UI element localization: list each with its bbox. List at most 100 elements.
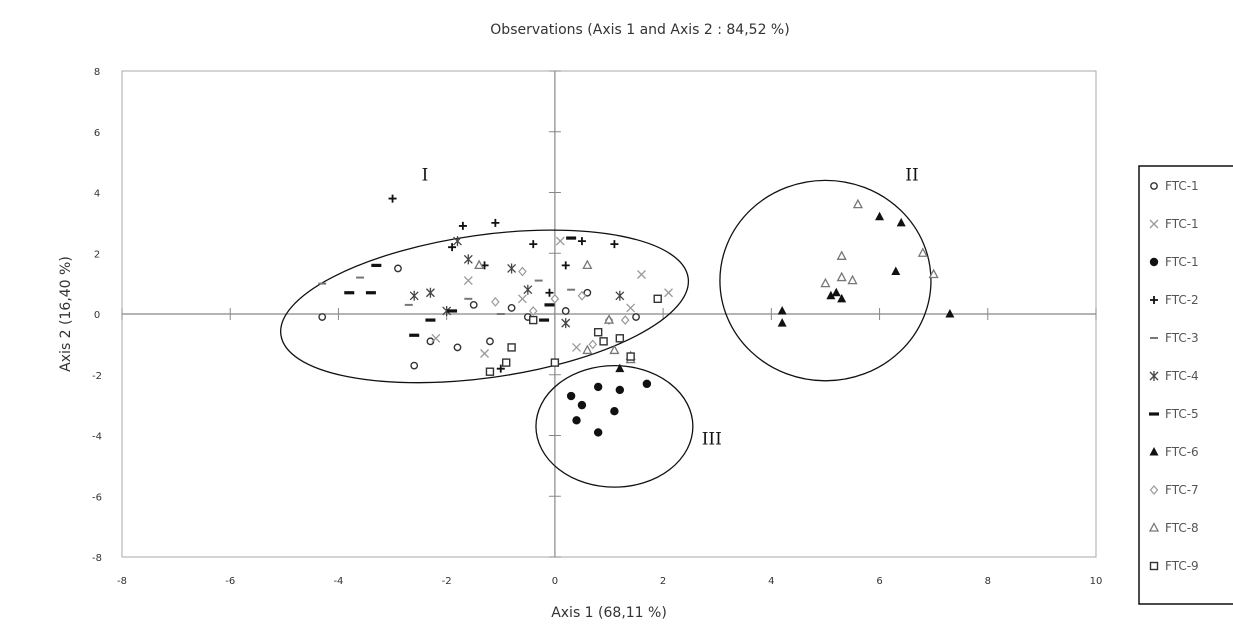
data-point-dot [572,416,581,425]
legend-marker-cross [1149,219,1159,229]
y-tick-label: -4 [92,432,102,443]
legend-entry-label: FTC-1 [1165,255,1199,269]
data-point-diamond-open [491,296,500,307]
y-tick-label: 8 [94,67,100,78]
data-point-circle-open [394,264,402,273]
data-point-diamond-open [528,306,538,316]
data-point-star [409,290,419,301]
legend-entry-label: FTC-2 [1165,293,1199,307]
data-point-cross [637,270,646,279]
data-point-circle-open [507,304,516,312]
data-point-triangle-open [847,274,858,285]
data-point-triangle-filled [945,309,955,318]
legend-marker-diamond-open [1149,485,1159,495]
legend-marker-circle-open [1150,182,1158,190]
y-tick-label: 0 [94,310,100,321]
legend-marker-dot [1149,257,1159,267]
legend-entry-label: FTC-1 [1165,217,1199,231]
x-tick-label: -8 [117,576,127,587]
data-point-dot [642,379,652,389]
data-point-triangle-open [917,247,928,257]
data-point-dot [615,385,625,395]
y-tick-label: -8 [92,553,102,564]
data-point-triangle-open [836,271,847,282]
data-points [318,194,955,437]
data-point-dot [593,428,603,437]
data-point-triangle-filled [896,217,906,227]
data-point-triangle-filled [615,363,625,373]
data-point-plus [448,243,457,252]
data-point-bar [409,333,420,337]
data-point-plus [388,194,397,203]
legend-marker-triangle-open [1148,522,1160,532]
legend-marker-bar [1149,412,1159,416]
data-point-circle-open [486,337,494,346]
legend-entry-label: FTC-9 [1165,559,1199,573]
data-point-bar [447,309,458,313]
data-point-triangle-open [852,198,863,209]
data-point-star [523,284,533,295]
axes-layer [121,70,1097,558]
data-point-circle-open [632,313,640,321]
data-point-star [561,318,571,329]
y-tick-label: 4 [94,189,100,200]
data-point-circle-open [561,307,570,315]
data-point-triangle-filled [891,266,901,275]
data-point-triangle-filled [777,318,787,327]
x-tick-label: 10 [1090,576,1103,587]
legend-marker-plus [1150,296,1158,304]
data-point-plus [610,240,619,249]
data-point-triangle-open [582,259,593,270]
data-point-bar [544,303,555,307]
data-point-triangle-open [928,268,939,279]
data-point-star [442,305,452,316]
cluster-ellipse [280,229,690,384]
data-point-circle-open [469,300,478,309]
data-point-plus [458,221,467,230]
data-point-triangle-open [836,250,847,260]
data-point-bar [539,318,550,322]
data-point-dot [593,382,603,392]
legend-marker-square-open [1149,561,1159,571]
data-point-bar [566,236,577,240]
legend-marker-triangle-filled [1149,447,1159,456]
x-tick-label: -2 [442,576,452,587]
data-point-triangle-filled [837,293,847,303]
data-point-plus [545,288,554,297]
legend-entry-label: FTC-6 [1165,445,1199,459]
data-point-square-open [550,358,560,367]
data-point-triangle-filled [826,290,836,300]
x-tick-label: 0 [552,576,558,587]
data-point-diamond-open [588,339,598,350]
x-tick-label: 6 [876,576,882,587]
y-tick-label: 2 [94,249,100,260]
data-point-bar [365,291,376,295]
y-tick-label: -6 [92,492,102,503]
x-tick-label: 4 [768,576,774,587]
x-tick-label: 2 [660,576,666,587]
cluster-ellipses [280,179,932,488]
data-point-square-open [593,328,603,337]
data-point-circle-open [318,313,327,321]
data-point-triangle-filled [777,305,787,315]
data-point-cross [463,276,473,286]
data-point-diamond-open [620,315,630,325]
data-point-diamond-open [550,293,560,304]
x-tick-label: -4 [333,576,343,587]
legend-marker-star [1149,371,1159,381]
data-point-plus [491,218,500,227]
y-tick-label: 6 [94,128,100,139]
data-point-cross [517,294,527,304]
data-point-triangle-open [582,344,593,355]
data-point-square-open [615,334,625,343]
data-point-dot [610,407,619,416]
data-point-dot [566,391,576,401]
data-point-cross [626,303,636,313]
tick-labels: -8 -6 -4 -2 0 2 4 6 8 10 8 6 4 2 0 -2 -4 -6 -8 [92,67,1102,587]
data-point-cross [572,342,581,352]
legend-items: FTC-1 FTC-1 FTC-1 FTC-2 FTC-3 FTC-4 FTC-5 FTC-6… [1148,179,1199,573]
legend-entry-label: FTC-4 [1165,369,1199,383]
legend-box [1138,165,1233,605]
legend: FTC-1 FTC-1 FTC-1 FTC-2 FTC-3 FTC-4 FTC-5 FTC-6… [1138,165,1233,605]
